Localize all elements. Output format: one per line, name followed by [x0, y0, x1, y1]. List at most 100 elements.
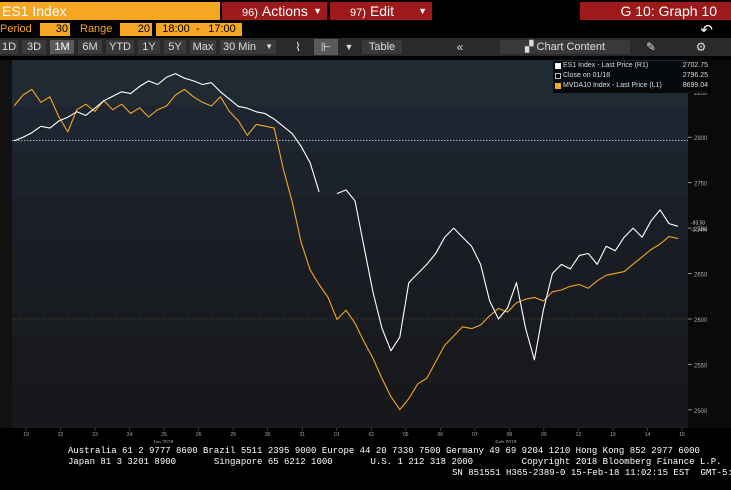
range-1d-button[interactable]: 1D: [0, 40, 18, 54]
legend-label: Close on 01/18: [563, 72, 611, 79]
line-chart-icon[interactable]: ⌇: [295, 40, 301, 54]
background-band: [12, 290, 688, 336]
right-axis-area: [688, 60, 731, 428]
actions-menu-button[interactable]: 96) Actions ▼: [222, 2, 327, 20]
x-axis-tick-label: 19: [23, 432, 29, 438]
range-start-field[interactable]: 18:00: [156, 23, 196, 36]
edit-menu-button[interactable]: 97) Edit ▼: [330, 2, 432, 20]
parameters-bar: Period 30 Range 20 18:00 - 17:00 ↶: [0, 21, 731, 39]
right-axis-tick-label: 2500: [694, 409, 708, 415]
x-axis-tick-label: 29: [230, 432, 236, 438]
x-axis-tick-label: 26: [196, 432, 202, 438]
edit-number: 97): [350, 7, 366, 19]
chevron-down-icon: ▼: [418, 6, 427, 16]
x-axis-tick-label: 08: [507, 432, 513, 438]
edit-label: Edit: [369, 3, 395, 19]
x-axis-tick-label: 02: [368, 432, 374, 438]
mvda10-series-line: [13, 88, 679, 411]
chart-legend: ES1 Index - Last Price (R1) 2702.75 Clos…: [553, 61, 711, 93]
background-band: [12, 244, 688, 290]
graph-title: G 10: Graph 10: [580, 2, 731, 20]
last-change-tag: -93.50: [691, 220, 705, 226]
chart-content-label: Chart Content: [536, 41, 605, 53]
right-axis-tick-label: 2850: [694, 91, 708, 97]
x-axis-tick-label: 05: [403, 432, 409, 438]
collapse-left-icon[interactable]: «: [456, 40, 464, 54]
legend-value: 2702.75: [682, 62, 708, 69]
legend-swatch: [555, 83, 561, 89]
legend-item-mvda10[interactable]: MVDA10 Index - Last Price (L1) 8699.04: [553, 81, 711, 91]
footer: Australia 61 2 9777 8600 Brazil 5511 239…: [0, 443, 731, 490]
x-axis-tick-label: 09: [541, 432, 547, 438]
legend-label: MVDA10 Index - Last Price (L1): [563, 82, 662, 89]
actions-number: 96): [242, 7, 258, 19]
right-axis-tick-label: 2800: [694, 136, 708, 142]
x-axis-tick-label: 12: [576, 432, 582, 438]
x-axis-tick-label: 31: [299, 432, 305, 438]
right-axis-tick-label: 2750: [694, 182, 708, 188]
legend-item-close[interactable]: Close on 01/18 2796.25: [553, 71, 711, 81]
x-axis-tick-label: 06: [438, 432, 444, 438]
right-axis-tick-label: 2600: [694, 318, 708, 324]
chart-content-button[interactable]: ▞ Chart Content: [500, 40, 630, 54]
price-chart[interactable]: 2850 2800 2750 2700 2650 2600 2550 2500 19 22 23 24…: [0, 56, 731, 486]
background-band: [12, 382, 688, 428]
right-axis-tick-label: 2650: [694, 273, 708, 279]
range-5y-button[interactable]: 5Y: [164, 40, 186, 54]
chevron-down-icon: ▼: [313, 6, 322, 16]
chevron-down-icon[interactable]: ▼: [344, 42, 354, 52]
period-label: Period: [0, 23, 32, 35]
background-band: [12, 336, 688, 382]
es1-series-line: [13, 73, 679, 361]
right-axis-tick-label: 2550: [694, 363, 708, 369]
legend-value: 8699.04: [682, 82, 708, 89]
legend-value: 2796.25: [682, 72, 708, 79]
actions-label: Actions: [261, 3, 308, 19]
legend-swatch: [555, 63, 561, 69]
table-button[interactable]: Table: [362, 40, 402, 54]
legend-swatch: [555, 73, 561, 79]
x-axis-tick-label: 22: [58, 432, 64, 438]
background-band: [12, 106, 688, 152]
edit-pencil-icon[interactable]: ✎: [645, 40, 657, 54]
chart-toolbar: 1D 3D 1M 6M YTD 1Y 5Y Max 30 Min ▼ ⌇ ⊩ ▼…: [0, 38, 731, 56]
range-1m-button[interactable]: 1M: [50, 40, 74, 54]
chart-content-icon: ▞: [525, 41, 537, 53]
x-axis-tick-label: 07: [472, 432, 478, 438]
x-axis-tick-label: 24: [127, 432, 133, 438]
period-field[interactable]: 30: [40, 23, 70, 36]
last-change-pct-tag: -3.34%: [691, 227, 707, 233]
chart-type-icon[interactable]: ⊩: [314, 39, 338, 55]
background-band: [12, 152, 688, 198]
range-6m-button[interactable]: 6M: [78, 40, 102, 54]
footer-contacts-line2: Japan 81 3 3201 8900 Singapore 65 6212 1…: [68, 457, 722, 467]
range-field[interactable]: 20: [120, 23, 152, 36]
right-axis-tick-label: 2700: [694, 227, 708, 233]
legend-item-es1[interactable]: ES1 Index - Last Price (R1) 2702.75: [553, 61, 711, 71]
undo-icon[interactable]: ↶: [700, 22, 713, 39]
x-axis-tick-label: 23: [92, 432, 98, 438]
range-separator: -: [196, 23, 202, 36]
footer-contacts-line1: Australia 61 2 9777 8600 Brazil 5511 239…: [68, 446, 700, 456]
range-1y-button[interactable]: 1Y: [138, 40, 160, 54]
interval-value: 30 Min: [223, 41, 257, 53]
x-axis-tick-label: 25: [161, 432, 167, 438]
range-3d-button[interactable]: 3D: [22, 40, 46, 54]
chevron-down-icon: ▼: [265, 42, 273, 51]
title-bar: ES1 Index 96) Actions ▼ 97) Edit ▼ G 10: G…: [0, 0, 731, 21]
background-band: [12, 198, 688, 244]
x-axis-tick-label: 13: [610, 432, 616, 438]
interval-dropdown[interactable]: 30 Min ▼: [220, 40, 276, 54]
range-ytd-button[interactable]: YTD: [106, 40, 134, 54]
ticker-field[interactable]: ES1 Index: [0, 2, 220, 20]
range-max-button[interactable]: Max: [190, 40, 216, 54]
legend-label: ES1 Index - Last Price (R1): [563, 62, 649, 69]
left-axis-area: [0, 60, 12, 428]
x-axis-tick-label: 30: [265, 432, 271, 438]
x-axis-tick-label: 15: [679, 432, 685, 438]
range-label: Range: [80, 23, 113, 35]
range-end-field[interactable]: 17:00: [202, 23, 242, 36]
footer-session-line: SN 851551 H365-2389-0 15-Feb-18 11:02:15…: [452, 468, 731, 478]
x-axis-tick-label: 14: [645, 432, 651, 438]
gear-icon[interactable]: ⚙: [695, 40, 707, 54]
